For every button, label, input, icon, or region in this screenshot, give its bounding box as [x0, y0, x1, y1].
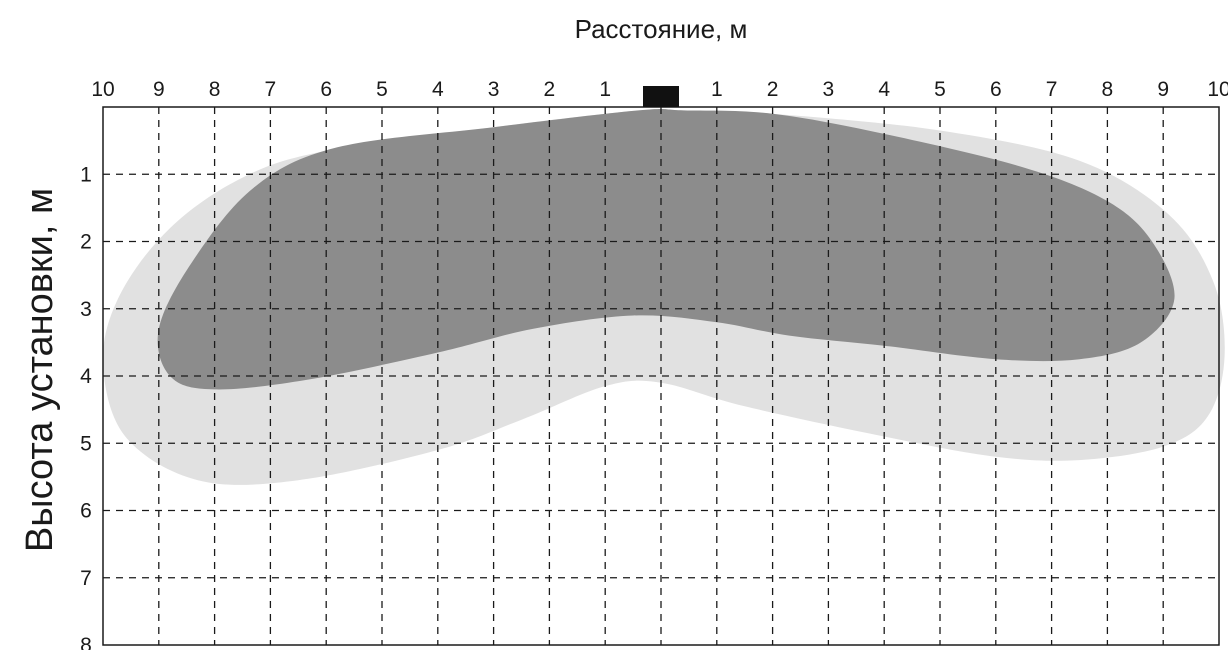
x-tick-label: 9 [153, 78, 165, 101]
y-tick-label: 1 [80, 163, 92, 186]
x-tick-label: 5 [934, 78, 946, 101]
x-tick-label: 7 [1046, 78, 1058, 101]
x-tick-label: 8 [1102, 78, 1114, 101]
x-tick-label: 2 [767, 78, 779, 101]
inner-zone-area [157, 109, 1175, 390]
y-tick-label: 5 [80, 432, 92, 455]
x-tick-label: 7 [265, 78, 277, 101]
x-tick-label: 6 [320, 78, 332, 101]
y-tick-label: 7 [80, 567, 92, 590]
y-axis-label: Высота установки, м [19, 188, 61, 552]
x-tick-labels: 10 9 8 7 6 5 4 3 2 1 1 2 3 4 5 6 7 8 9 10 [91, 78, 1228, 101]
x-tick-label: 4 [432, 78, 444, 101]
y-tick-label: 3 [80, 298, 92, 321]
y-tick-label: 4 [80, 365, 92, 388]
y-tick-label: 6 [80, 500, 92, 523]
detection-zones [102, 109, 1225, 485]
x-tick-label: 1 [599, 78, 611, 101]
x-tick-label: 5 [376, 78, 388, 101]
grid-lines [103, 107, 1219, 645]
y-tick-label: 8 [80, 634, 92, 650]
x-tick-label: 4 [878, 78, 890, 101]
x-tick-label: 8 [209, 78, 221, 101]
x-tick-label: 6 [990, 78, 1002, 101]
sensor-icon [643, 86, 679, 107]
y-tick-label: 2 [80, 231, 92, 254]
x-tick-label: 3 [488, 78, 500, 101]
x-tick-label: 9 [1157, 78, 1169, 101]
x-tick-label: 2 [544, 78, 556, 101]
x-tick-label: 3 [823, 78, 835, 101]
x-axis-label: Расстояние, м [575, 14, 748, 44]
y-tick-labels: 1 2 3 4 5 6 7 8 [80, 163, 92, 655]
x-tick-label: 10 [1207, 78, 1228, 101]
x-tick-label: 10 [91, 78, 114, 101]
x-tick-label: 1 [711, 78, 723, 101]
